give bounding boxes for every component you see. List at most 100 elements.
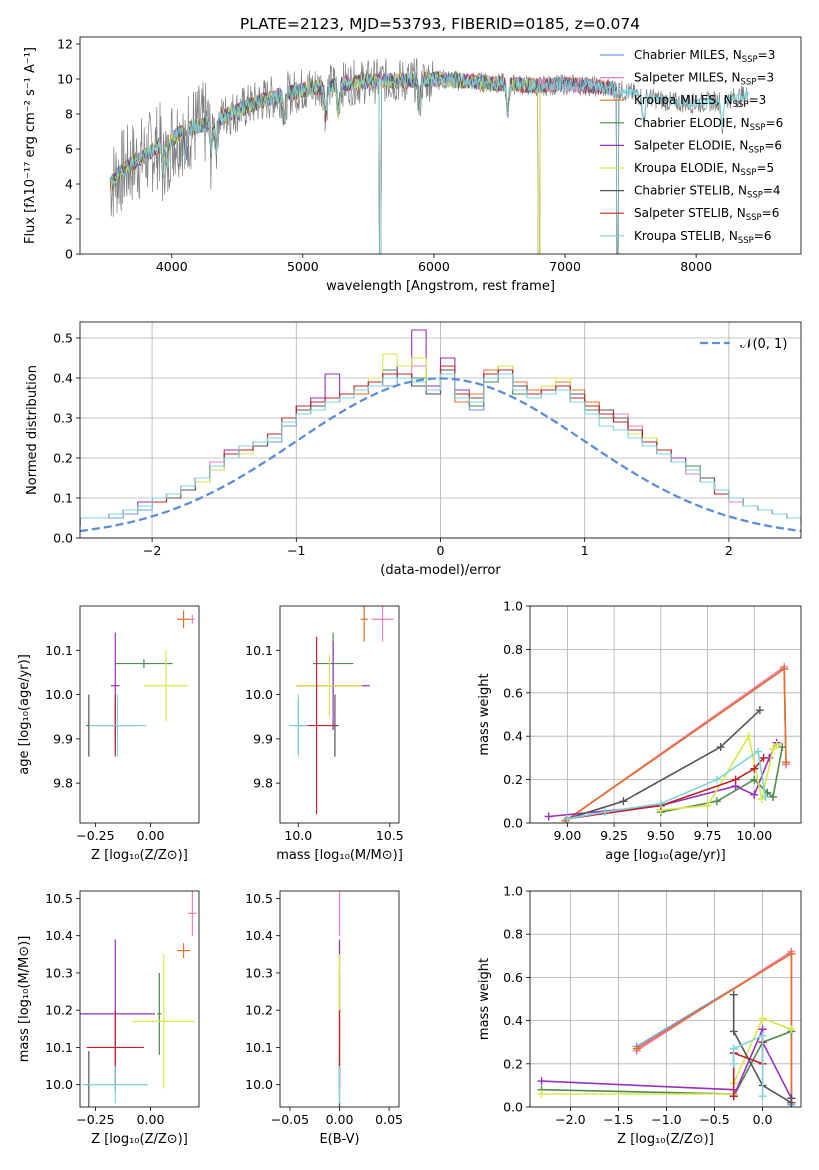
y-tick-label: 9.8: [53, 776, 73, 791]
y-tick-label: 0.5: [53, 331, 73, 346]
weight-point: [768, 792, 777, 801]
x-tick-label: 10.00: [736, 828, 772, 843]
legend-entry: Salpeter MILES, NSSP=3: [634, 71, 774, 88]
x-axis-label: E(B-V): [319, 1132, 359, 1147]
spectrum-plot-area: [109, 57, 750, 254]
legend-entry-suffix: =3: [758, 48, 776, 62]
normal-curve: [80, 377, 801, 533]
legend-entry-sub: SSP: [733, 100, 749, 110]
x-tick-label: 0.00: [137, 828, 165, 843]
weight-point: [772, 740, 781, 749]
x-tick-label: 0.00: [326, 1112, 354, 1127]
axes-frame: [79, 890, 200, 1108]
y-tick-label: 10.5: [45, 891, 73, 906]
y-axis-label: Flux [fλ10⁻¹⁷ erg cm⁻² s⁻¹ A⁻¹]: [23, 47, 38, 244]
x-tick-label: −0.25: [76, 1112, 114, 1127]
legend-entry-sub: SSP: [741, 78, 757, 88]
weight-point: [729, 1027, 738, 1036]
legend-entry-suffix: =6: [764, 138, 782, 152]
legend-entry-sub: SSP: [750, 123, 766, 133]
y-axis-label: mass weight: [477, 673, 492, 755]
weight-point: [750, 790, 759, 799]
x-tick-label: 10.5: [376, 828, 404, 843]
weight-point: [787, 1025, 796, 1034]
axes-frame: [79, 36, 802, 255]
y-tick-label: 10.2: [245, 1003, 273, 1018]
legend-entry: 𝒩(0, 1): [740, 337, 787, 352]
weight-point: [755, 706, 764, 715]
histogram-step: [80, 373, 801, 527]
y-tick-label: 0.0: [53, 531, 73, 546]
x-axis-label: wavelength [Angstrom, rest frame]: [326, 279, 555, 294]
massweight-vs-Z-panel: −2.0 −1.5 −1.0 −0.5 0.0 0.0 0.2 0.4 0.6 0.8 1.0 Z […: [477, 884, 802, 1147]
y-tick-label: 0.1: [53, 491, 73, 506]
legend-entry: Chabrier MILES, NSSP=3: [634, 48, 775, 65]
y-tick-label: 10.0: [245, 687, 273, 702]
x-tick-label: −0.5: [699, 1112, 729, 1127]
legend-entry-sub: SSP: [742, 55, 758, 65]
y-tick-label: 10.0: [245, 1077, 273, 1092]
legend-entry-sub: SSP: [748, 145, 764, 155]
x-axis-label: age [log₁₀(age/yr)]: [605, 848, 726, 863]
y-tick-label: 10: [57, 72, 73, 87]
x-tick-label: −1: [287, 543, 305, 558]
axes-frame: [529, 605, 802, 824]
weight-line: [567, 750, 767, 820]
weight-point: [758, 1031, 767, 1040]
y-tick-label: 12: [57, 37, 73, 52]
y-tick-label: 0.2: [503, 1056, 523, 1071]
x-tick-label: 5000: [287, 259, 319, 274]
y-tick-label: 10.5: [245, 891, 273, 906]
y-tick-label: 0.4: [503, 1013, 523, 1028]
y-tick-label: 10.1: [245, 1040, 273, 1055]
weight-point: [787, 949, 796, 958]
y-tick-label: 8: [65, 107, 73, 122]
y-tick-label: 9.9: [53, 731, 73, 746]
weight-point: [563, 814, 572, 823]
y-tick-label: 10.3: [245, 965, 273, 980]
legend-entry: Salpeter ELODIE, NSSP=6: [634, 138, 782, 155]
y-tick-label: 9.9: [253, 731, 273, 746]
axes-frame: [79, 605, 200, 824]
legend-entry: Salpeter STELIB, NSSP=6: [634, 206, 779, 223]
x-tick-label: 6000: [418, 259, 450, 274]
weight-point: [787, 1094, 796, 1103]
weight-point: [703, 801, 712, 810]
legend-entry: Chabrier STELIB, NSSP=4: [634, 184, 781, 201]
legend-entry: Kroupa STELIB, NSSP=6: [634, 229, 772, 246]
residuals-panel: −2 −1 0 1 2 0.0 0.1 0.2 0.3 0.4 0.5 (data-model)/er…: [25, 321, 802, 578]
y-axis-label: mass weight: [477, 958, 492, 1040]
weight-point: [656, 799, 665, 808]
spectrum-model-line-red: [619, 87, 750, 130]
weight-line: [732, 1034, 764, 1097]
x-tick-label: 9.25: [600, 828, 628, 843]
x-tick-label: 9.50: [647, 828, 675, 843]
weight-point: [744, 732, 753, 741]
y-tick-label: 0: [65, 247, 73, 262]
weight-point: [778, 743, 787, 752]
y-axis-label: age [log₁₀(age/yr)]: [17, 654, 32, 775]
spectrum-panel: 4000 5000 6000 7000 8000 0 2 4 6 8 10 12 wavelength …: [23, 36, 802, 294]
legend-entry-suffix: =3: [749, 93, 767, 107]
weight-point: [632, 1044, 641, 1053]
y-tick-label: 10.0: [45, 687, 73, 702]
weight-line: [541, 1028, 793, 1099]
legend-entry-suffix: =6: [762, 206, 780, 220]
weight-point: [729, 1059, 738, 1068]
x-tick-label: 10.0: [284, 828, 312, 843]
legend-entry: Chabrier ELODIE, NSSP=6: [634, 116, 783, 133]
age-vs-Z-plot-area: [86, 610, 195, 757]
residuals-plot-area: [80, 329, 801, 533]
legend-entry-suffix: =6: [754, 229, 772, 243]
age-vs-Z-panel: −0.25 0.00 9.8 9.9 10.0 10.1 Z [log₁₀(Z/Z⊙)] ag…: [17, 605, 200, 863]
x-axis-label: Z [log₁₀(Z/Z⊙)]: [91, 1132, 188, 1147]
x-tick-label: −1.5: [603, 1112, 633, 1127]
y-tick-label: 1.0: [503, 884, 523, 899]
x-tick-label: −2.0: [555, 1112, 585, 1127]
weight-point: [712, 797, 721, 806]
weight-point: [600, 808, 609, 817]
weight-point: [754, 747, 763, 756]
x-tick-label: 0.00: [137, 1112, 165, 1127]
